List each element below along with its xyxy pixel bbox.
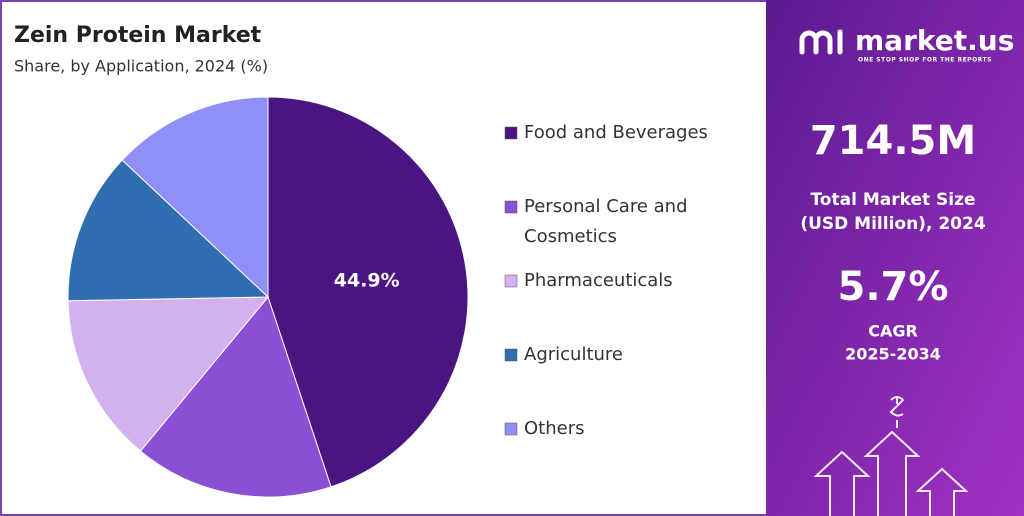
- legend-swatch: [504, 200, 518, 214]
- pie-slice: [121, 96, 269, 299]
- brand-tagline: ONE STOP SHOP FOR THE REPORTS: [858, 57, 992, 64]
- chart-title: Zein Protein Market: [14, 23, 262, 48]
- legend-label: Pharmaceuticals: [524, 270, 673, 291]
- market-size-label: (USD Million), 2024: [800, 214, 985, 234]
- side-panel: [766, 0, 1024, 516]
- market-size: 714.5M: [810, 118, 976, 164]
- pie-slice: [67, 159, 270, 302]
- pie-slice: [139, 295, 332, 498]
- cagr-label: CAGR: [868, 322, 918, 341]
- legend-label: Agriculture: [524, 344, 623, 365]
- pie-slice: [67, 296, 270, 452]
- legend-swatch: [504, 422, 518, 436]
- brand-name: market.us: [855, 24, 1014, 57]
- legend-swatch: [504, 348, 518, 362]
- legend-swatch: [504, 274, 518, 288]
- legend-label: Personal Care and Cosmetics: [524, 196, 688, 247]
- growth-arrows: [813, 396, 969, 516]
- cagr-value: 5.7%: [838, 264, 949, 310]
- market-size-label: Total Market Size: [810, 190, 975, 210]
- logo-icon: [799, 29, 843, 55]
- cagr-period: 2025-2034: [845, 345, 941, 364]
- legend-label: Others: [524, 418, 585, 439]
- pie: 44.9%: [67, 96, 469, 498]
- chart-subtitle: Share, by Application, 2024 (%): [14, 57, 268, 76]
- legend-label: Food and Beverages: [524, 122, 708, 143]
- data-label: 44.9%: [334, 270, 400, 292]
- pie-slice: [267, 96, 469, 488]
- legend-swatch: [504, 126, 518, 140]
